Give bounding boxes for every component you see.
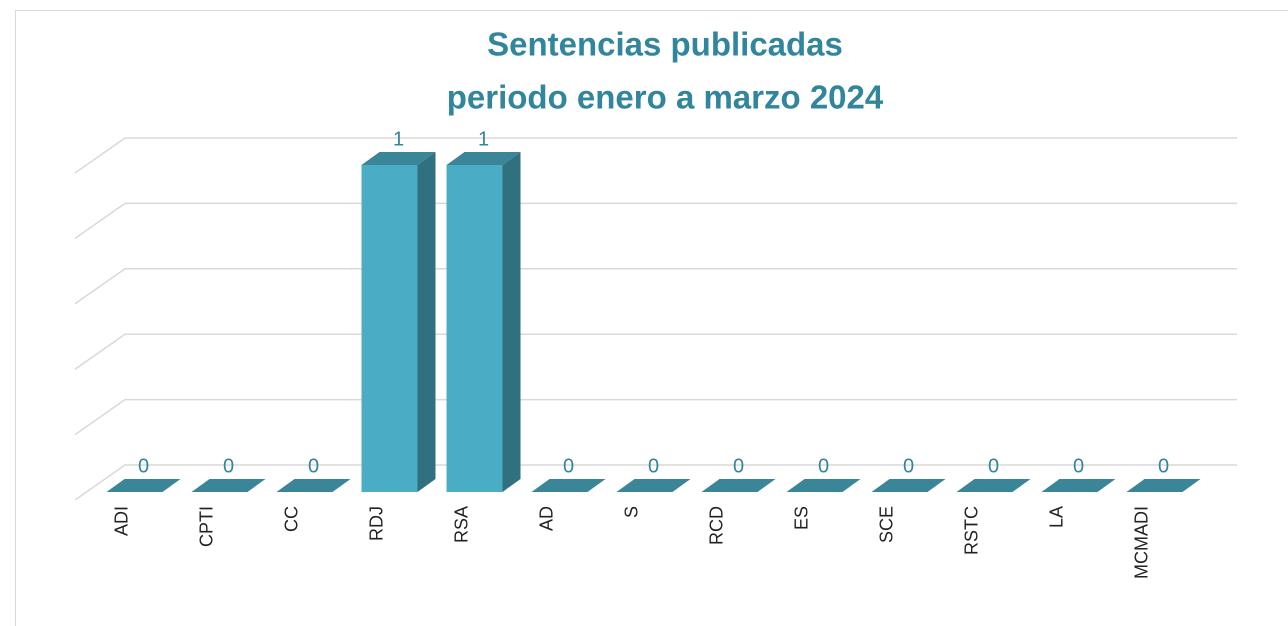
value-label: 0 (648, 455, 659, 477)
x-tick-label: S (621, 506, 641, 518)
chart-title: periodo enero a marzo 2024 (447, 79, 884, 116)
bar-top (361, 152, 436, 165)
x-tick-label: MCMADI (1131, 506, 1151, 579)
x-tick-label: ADI (111, 506, 131, 536)
x-tick-label: AD (536, 506, 556, 531)
chart-title: Sentencias publicadas (487, 26, 843, 63)
bar-top (616, 479, 691, 492)
x-tick-label: RCD (706, 506, 726, 545)
value-label: 1 (478, 128, 489, 150)
bar (276, 479, 351, 492)
grid-line (74, 202, 1237, 240)
value-label: 1 (393, 128, 404, 150)
bar (786, 479, 861, 492)
bar (106, 479, 181, 492)
bar (446, 152, 521, 492)
x-tick-label: ES (791, 506, 811, 530)
bar (871, 479, 946, 492)
x-tick-label: CC (281, 506, 301, 532)
grid-line (74, 268, 1237, 305)
bar-front (361, 165, 418, 492)
value-label: 0 (988, 455, 999, 477)
bar-top (1041, 479, 1116, 492)
bar-top (786, 479, 861, 492)
grid-line (74, 137, 1237, 174)
bar (1041, 479, 1116, 492)
bar-top (701, 479, 776, 492)
value-label: 0 (308, 455, 319, 477)
bar-top (531, 479, 606, 492)
x-tick-label: RSA (451, 506, 471, 543)
grid-line (74, 464, 1237, 501)
grid-line (74, 398, 1237, 436)
bar-top (276, 479, 351, 492)
x-tick-label: LA (1046, 506, 1066, 528)
bar-top (956, 479, 1031, 492)
bar (701, 479, 776, 492)
value-label: 0 (1073, 455, 1084, 477)
value-label: 0 (223, 455, 234, 477)
x-tick-label: CPTI (196, 506, 216, 547)
value-label: 0 (1158, 455, 1169, 477)
bar (1126, 479, 1201, 492)
bar (956, 479, 1031, 492)
value-label: 0 (563, 455, 574, 477)
bar-side (417, 152, 436, 492)
bar-top (446, 152, 521, 165)
value-label: 0 (818, 455, 829, 477)
value-label: 0 (733, 455, 744, 477)
bar (191, 479, 266, 492)
value-label: 0 (903, 455, 914, 477)
bar (361, 152, 436, 492)
bar-top (191, 479, 266, 492)
x-tick-label: SCE (876, 506, 896, 543)
bar-side (502, 152, 521, 492)
value-label: 0 (138, 455, 149, 477)
bar-top (871, 479, 946, 492)
bar-top (106, 479, 181, 492)
bar (531, 479, 606, 492)
bar (616, 479, 691, 492)
chart-frame (15, 10, 1288, 626)
x-tick-label: RDJ (366, 506, 386, 541)
grid-line (74, 333, 1237, 370)
x-tick-label: RSTC (961, 506, 981, 555)
bar-top (1126, 479, 1201, 492)
bar-front (446, 165, 503, 492)
